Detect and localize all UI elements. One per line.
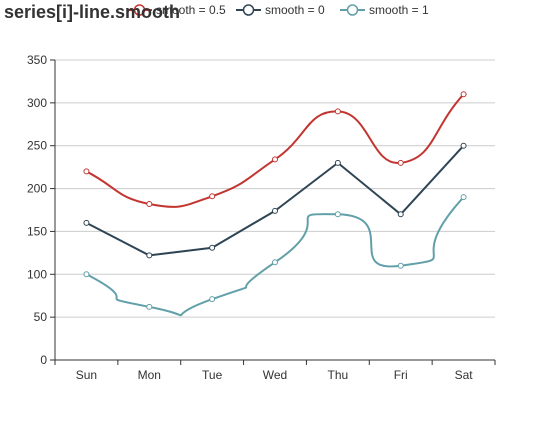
legend-label: smooth = 1 xyxy=(369,3,429,17)
data-point xyxy=(272,259,278,266)
axes: 0 50 100 150 200 250 300 350 Sun Mon Tue Wed Thu Fri S… xyxy=(27,53,496,382)
y-tick-label: 300 xyxy=(27,96,47,110)
y-tick-label: 0 xyxy=(40,353,47,367)
data-point xyxy=(83,168,90,175)
series-lines xyxy=(85,93,465,317)
data-point xyxy=(334,108,341,115)
y-tick-label: 250 xyxy=(27,139,47,153)
y-tick-label: 50 xyxy=(34,310,48,324)
data-point xyxy=(334,211,341,218)
x-tick-label: Thu xyxy=(328,368,349,382)
chart-title: series[i]-line.smooth xyxy=(4,2,181,22)
data-point xyxy=(334,159,341,166)
data-point xyxy=(397,211,404,218)
data-point xyxy=(146,252,153,259)
series-line-0 xyxy=(85,93,465,208)
x-tick-label: Sat xyxy=(455,368,474,382)
data-point xyxy=(460,194,467,201)
y-tick-label: 350 xyxy=(27,53,47,67)
data-point xyxy=(146,201,153,207)
y-tick-label: 100 xyxy=(27,267,47,281)
y-tick-label: 200 xyxy=(27,182,47,196)
legend-marker-icon xyxy=(242,4,255,16)
y-tick-label: 150 xyxy=(27,224,47,238)
data-points xyxy=(83,91,467,310)
data-point xyxy=(397,159,404,166)
x-tick-label: Sun xyxy=(76,368,97,382)
data-point xyxy=(397,262,404,269)
legend-marker-icon xyxy=(346,4,359,16)
series-line-2 xyxy=(85,196,465,317)
data-point xyxy=(460,91,467,98)
legend-svg: smooth = 0.5 smooth = 0 smooth = 1 xyxy=(127,3,429,17)
legend-label: smooth = 0 xyxy=(265,3,325,17)
legend[interactable]: smooth = 0.5 smooth = 0 smooth = 1 xyxy=(0,0,550,24)
data-point xyxy=(209,296,216,303)
data-point xyxy=(272,207,278,214)
legend-item[interactable]: smooth = 0.5 xyxy=(127,3,226,17)
x-tick-label: Mon xyxy=(138,368,161,382)
legend-marker-icon xyxy=(133,4,146,16)
data-point xyxy=(146,303,153,310)
grid-lines xyxy=(55,59,495,318)
x-tick-label: Wed xyxy=(263,368,287,382)
data-point xyxy=(209,244,216,251)
data-point xyxy=(272,156,278,163)
data-point xyxy=(83,219,90,226)
legend-item[interactable]: smooth = 1 xyxy=(340,3,429,17)
data-point xyxy=(209,193,216,200)
legend-item[interactable]: smooth = 0 xyxy=(236,3,325,17)
x-tick-label: Fri xyxy=(394,368,408,382)
data-point xyxy=(83,271,90,278)
x-tick-label: Tue xyxy=(202,368,223,382)
data-point xyxy=(460,142,467,149)
legend-label: smooth = 0.5 xyxy=(156,3,226,17)
